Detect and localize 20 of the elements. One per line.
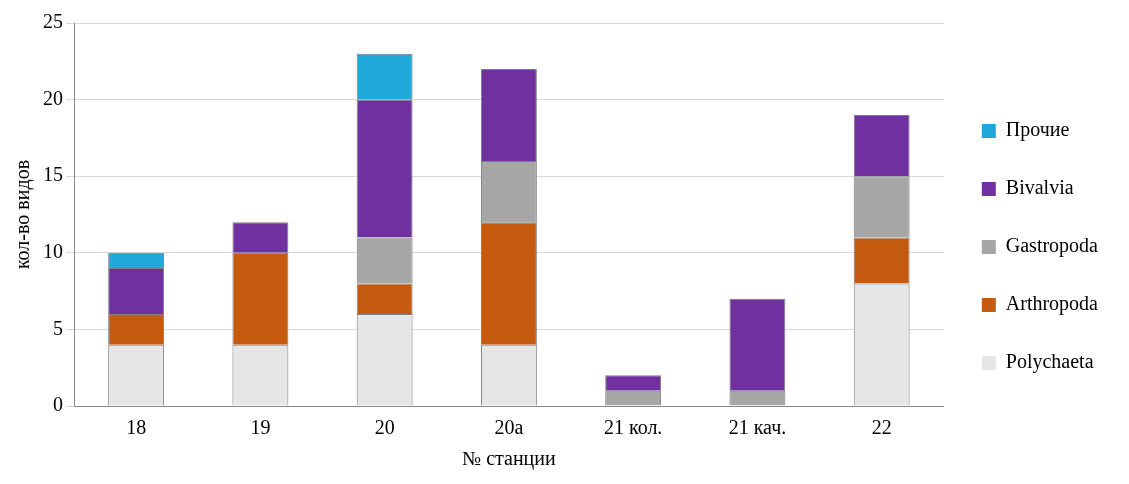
y-tick-label: 0 <box>53 393 63 416</box>
x-tick-label: 21 кач. <box>728 416 787 439</box>
y-axis-title: кол-во видов <box>11 159 35 270</box>
x-tick-label: 22 <box>871 416 892 439</box>
y-tick-label: 20 <box>43 86 63 109</box>
x-tick-label: 20 <box>374 416 395 439</box>
x-tick-label: 21 кол. <box>603 416 663 439</box>
legend-label: Polychaeta <box>1005 350 1094 374</box>
y-tick-label: 10 <box>43 240 63 263</box>
legend-label: Bivalvia <box>1005 176 1074 199</box>
x-tick-label: 19 <box>250 416 271 439</box>
x-tick-label: 18 <box>126 416 147 439</box>
x-axis-title: № станции <box>462 447 557 471</box>
y-tick-label: 5 <box>53 316 63 339</box>
y-tick-label: 25 <box>43 10 63 33</box>
legend-label: Arthropoda <box>1005 292 1099 316</box>
y-tick-label: 15 <box>43 163 63 186</box>
legend-label: Gastropoda <box>1005 234 1099 258</box>
x-tick-label: 20а <box>494 416 524 439</box>
legend-label: Прочие <box>1005 118 1070 142</box>
